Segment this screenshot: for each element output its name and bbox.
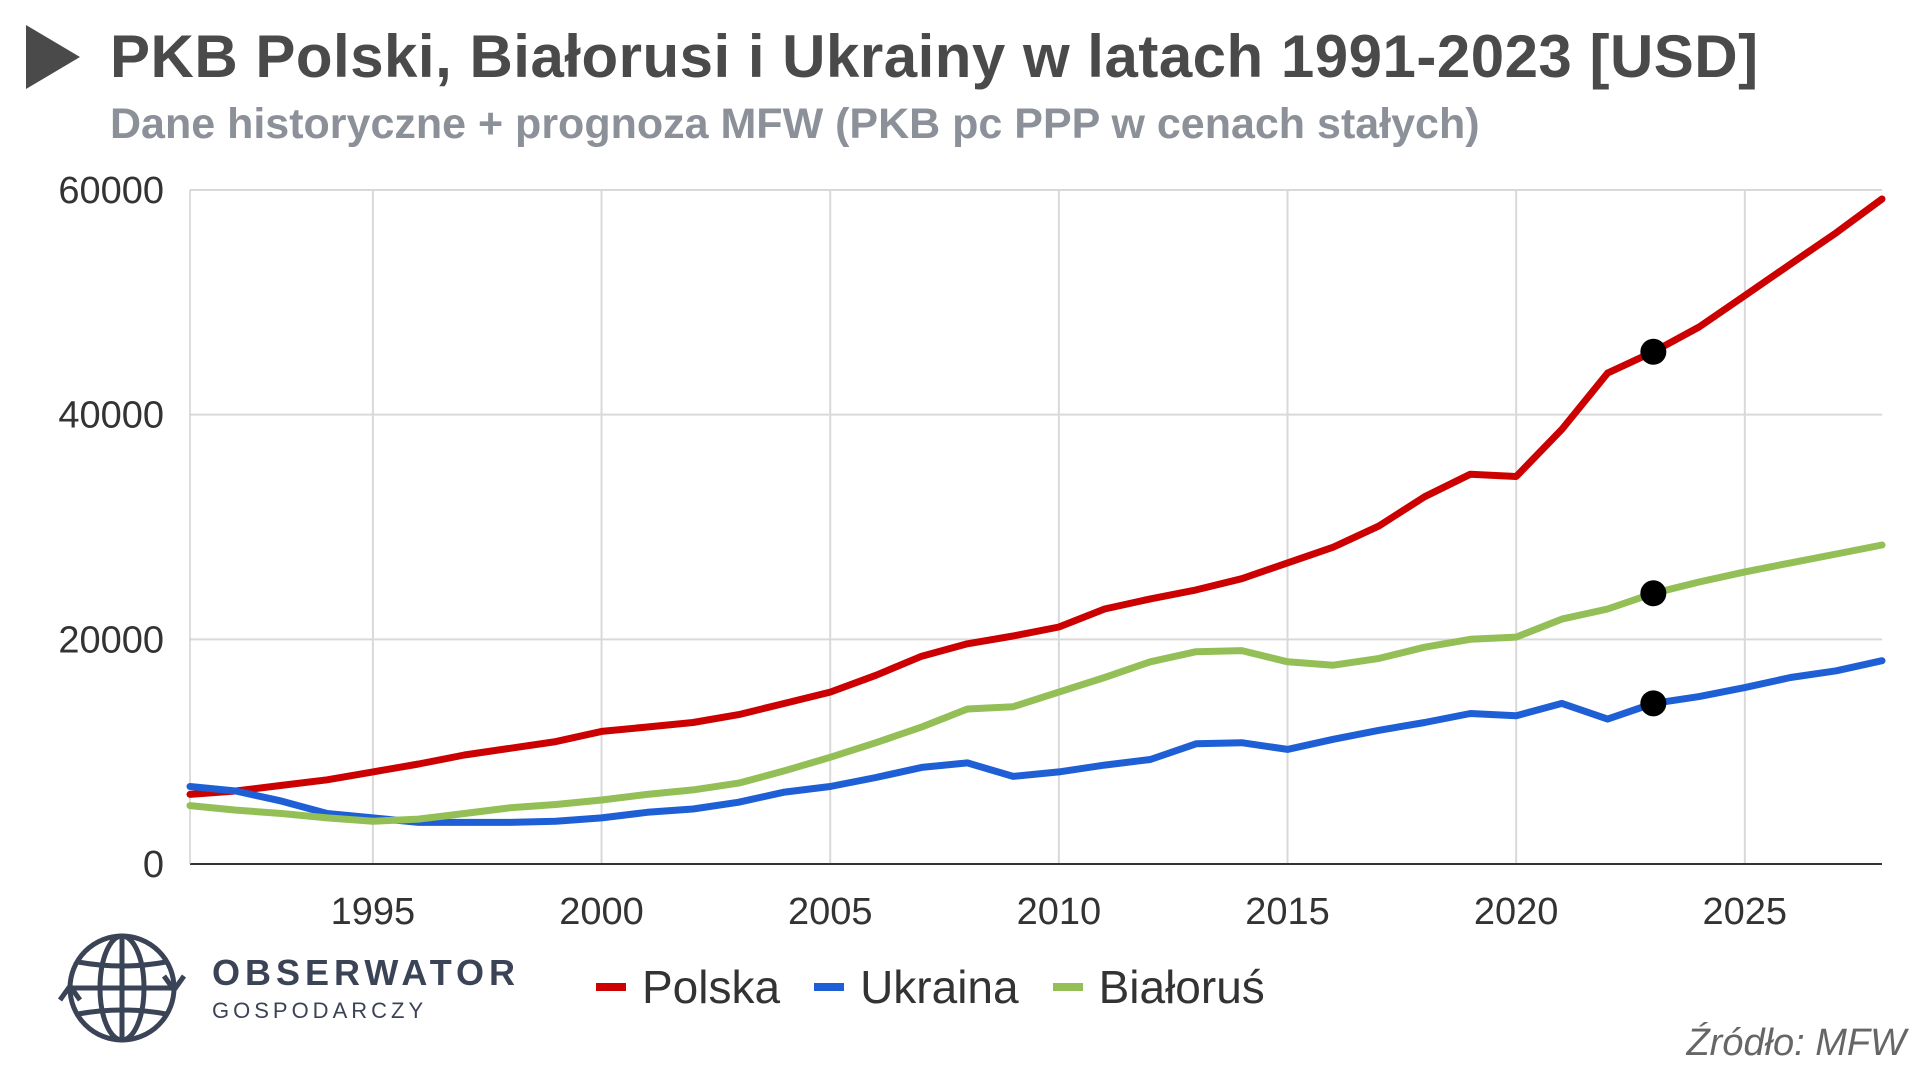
- legend-swatch-polska: [596, 983, 626, 991]
- x-tick-label: 2020: [1474, 891, 1559, 933]
- x-tick-label: 2000: [559, 891, 644, 933]
- marker-point-0: [1640, 338, 1667, 365]
- play-arrow-icon: [26, 24, 80, 89]
- legend: Polska Ukraina Białoruś: [596, 960, 1299, 1014]
- legend-item-ukraina: Ukraina: [814, 960, 1019, 1014]
- legend-item-polska: Polska: [596, 960, 780, 1014]
- y-tick-label: 40000: [58, 395, 164, 437]
- title-row: PKB Polski, Białorusi i Ukrainy w latach…: [26, 22, 1759, 91]
- y-tick-label: 60000: [58, 170, 164, 212]
- series-lines: [186, 195, 1886, 826]
- marker-point-2: [1640, 690, 1667, 717]
- markers: [1640, 338, 1667, 717]
- logo-name: OBSERWATOR: [212, 952, 521, 993]
- legend-label-ukraina: Ukraina: [860, 961, 1019, 1013]
- axes: [189, 190, 1882, 865]
- x-tick-label: 2015: [1245, 891, 1330, 933]
- y-tick-label: 20000: [58, 619, 164, 661]
- source-note: Źródło: MFW: [1686, 1022, 1906, 1064]
- x-tick-label: 2005: [788, 891, 873, 933]
- logo-subtitle: GOSPODARCZY: [212, 998, 428, 1023]
- series-line-1: [186, 657, 1886, 826]
- y-tick-label: 0: [143, 844, 164, 886]
- grid-lines: [190, 189, 1882, 864]
- legend-label-bialorus: Białoruś: [1098, 961, 1265, 1013]
- tick-labels: 0 20000 40000 60000 1995 2000 2005 2010 2015 2020…: [58, 170, 1787, 933]
- x-tick-label: 1995: [331, 891, 416, 933]
- legend-swatch-bialorus: [1052, 983, 1083, 991]
- logo: OBSERWATOR GOSPODARCZY: [56, 928, 520, 1048]
- globe-arrows-icon: [57, 933, 187, 1043]
- series-line-2: [186, 541, 1886, 825]
- marker-point-1: [1640, 580, 1667, 607]
- legend-label-polska: Polska: [642, 961, 781, 1013]
- x-tick-label: 2010: [1017, 891, 1102, 933]
- legend-item-bialorus: Białoruś: [1052, 960, 1265, 1014]
- chart-subtitle: Dane historyczne + prognoza MFW (PKB pc …: [110, 100, 1480, 148]
- series-line-0: [186, 195, 1886, 798]
- x-tick-label: 2025: [1703, 891, 1788, 933]
- chart-title: PKB Polski, Białorusi i Ukrainy w latach…: [110, 23, 1759, 90]
- legend-swatch-ukraina: [814, 983, 845, 991]
